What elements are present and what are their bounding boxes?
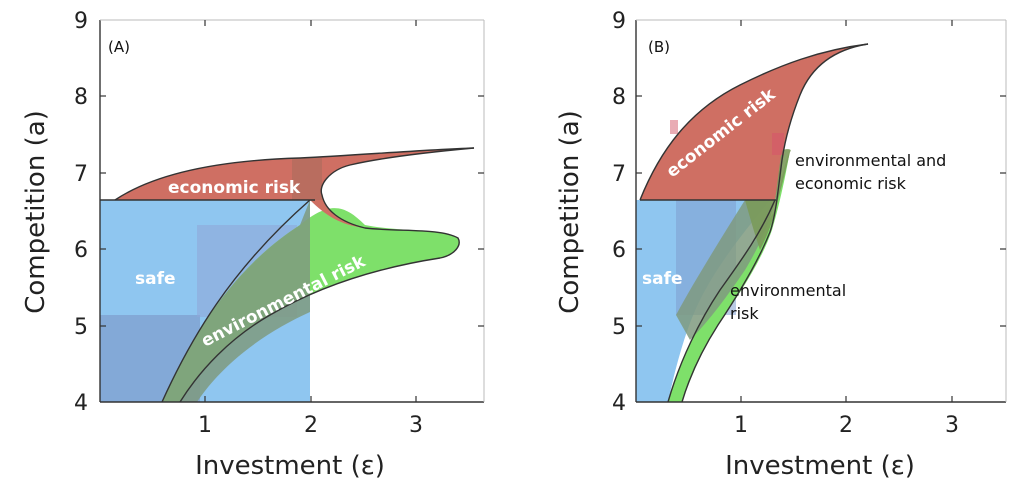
y-tick-label: 9	[74, 9, 88, 34]
region-label-safe: safe	[642, 269, 683, 289]
x-axis-label: Investment (ε)	[725, 451, 915, 481]
shade-block	[772, 133, 784, 155]
panel-b: 9 8 7 6 5 4 1 2 3 Investment (ε) Competi…	[555, 9, 1007, 481]
x-tick-label: 3	[945, 413, 959, 438]
safe-region	[636, 200, 770, 402]
panel-label: (A)	[108, 38, 130, 56]
region-label-line: environmental and	[795, 151, 946, 170]
region-label-environmental-risk: environmental risk	[730, 281, 851, 323]
y-tick-label: 4	[74, 391, 88, 416]
overlap-region	[676, 200, 775, 340]
y-tick-label: 6	[74, 238, 88, 263]
shade-block	[292, 158, 322, 200]
environmental-risk-region	[162, 208, 460, 402]
region-boundary	[114, 147, 475, 201]
x-axis-label: Investment (ε)	[195, 451, 385, 481]
region-label-safe: safe	[135, 269, 176, 289]
y-tick-label: 6	[612, 238, 626, 263]
y-tick-label: 7	[612, 162, 626, 187]
y-tick-label: 5	[612, 315, 626, 340]
ticks	[100, 20, 484, 402]
region-boundary	[179, 147, 475, 403]
region-boundary	[639, 43, 869, 201]
region-label-economic-risk: economic risk	[168, 178, 301, 198]
region-label-line: environmental	[730, 281, 846, 300]
y-tick-label: 5	[74, 315, 88, 340]
x-tick-label: 1	[198, 413, 212, 438]
y-tick-label: 4	[612, 391, 626, 416]
y-tick-label: 7	[74, 162, 88, 187]
region-boundary	[681, 43, 869, 403]
y-tick-label: 9	[612, 9, 626, 34]
economic-risk-region	[100, 148, 474, 228]
region-label-line: risk	[730, 304, 759, 323]
region-boundary	[667, 199, 776, 403]
panel-a: 9 8 7 6 5 4 1 2 3 Investment (ε) Competi…	[21, 9, 485, 481]
region-label-line: economic risk	[795, 174, 907, 193]
overlap-region	[162, 200, 310, 402]
x-tick-label: 2	[304, 413, 318, 438]
region-boundary	[161, 199, 311, 403]
region-label-env-econ-risk: environmental and economic risk	[795, 151, 951, 193]
x-tick-label: 1	[734, 413, 748, 438]
y-tick-label: 8	[612, 85, 626, 110]
shade-block	[670, 120, 678, 134]
environmental-risk-region	[668, 150, 790, 402]
economic-risk-region	[640, 44, 868, 200]
x-tick-label: 2	[839, 413, 853, 438]
env-econ-overlap-region	[745, 149, 791, 250]
x-tick-label: 3	[409, 413, 423, 438]
y-tick-label: 8	[74, 85, 88, 110]
ticks	[636, 20, 1006, 402]
y-axis-label: Competition (a)	[21, 110, 51, 314]
y-axis-label: Competition (a)	[555, 110, 585, 314]
panel-label: (B)	[648, 38, 670, 56]
